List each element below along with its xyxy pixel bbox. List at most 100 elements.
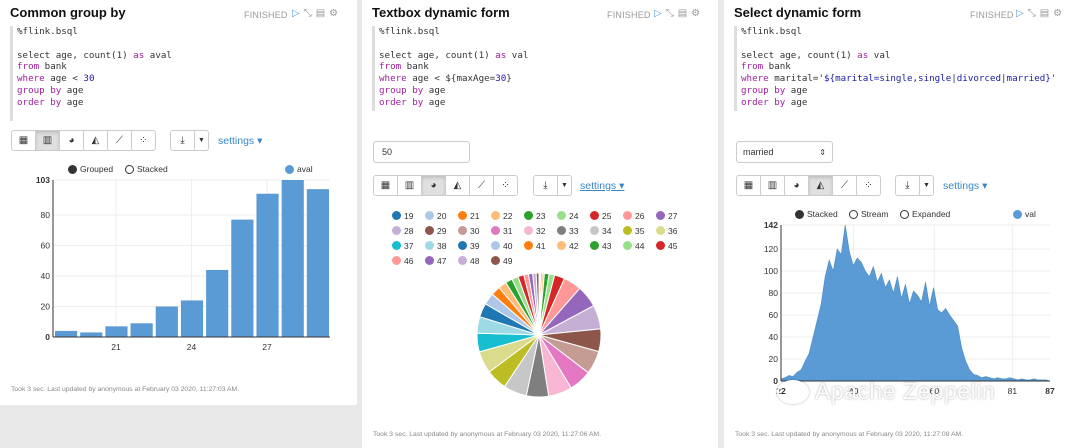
download-dropdown-button[interactable]: ▼ bbox=[194, 130, 209, 151]
bar-chart-button[interactable]: ▥ bbox=[35, 130, 60, 151]
pie-legend-item[interactable]: 39 bbox=[458, 238, 491, 253]
area-chart-button[interactable]: ◭ bbox=[445, 175, 470, 196]
pie-legend-item[interactable]: 30 bbox=[458, 223, 491, 238]
pie-legend-item[interactable]: 24 bbox=[557, 208, 590, 223]
pie-legend-item[interactable]: 19 bbox=[392, 208, 425, 223]
area-chart-button[interactable]: ◭ bbox=[83, 130, 108, 151]
bar bbox=[306, 189, 329, 337]
legend-stacked[interactable]: Stacked bbox=[795, 209, 838, 219]
gear-icon[interactable]: ⚙ bbox=[329, 8, 339, 19]
code-line: order by age bbox=[17, 97, 348, 109]
bar bbox=[206, 269, 229, 337]
scatter-chart-button[interactable]: ⁘ bbox=[131, 130, 156, 151]
pie-legend-item[interactable]: 36 bbox=[656, 223, 689, 238]
radio-unselected-icon bbox=[125, 164, 134, 174]
pie-legend-item[interactable]: 48 bbox=[458, 253, 491, 268]
pie-legend-item[interactable]: 31 bbox=[491, 223, 524, 238]
settings-toggle[interactable]: settings ▾ bbox=[580, 180, 625, 192]
table-view-button[interactable]: ▦ bbox=[373, 175, 398, 196]
pie-legend-item[interactable]: 33 bbox=[557, 223, 590, 238]
pie-legend-item[interactable]: 43 bbox=[590, 238, 623, 253]
hide-editor-icon[interactable]: ⤡ bbox=[303, 8, 312, 19]
run-icon[interactable]: ▷ bbox=[654, 8, 662, 19]
gear-icon[interactable]: ⚙ bbox=[1053, 8, 1063, 19]
code-token: order by bbox=[379, 96, 424, 108]
gear-icon[interactable]: ⚙ bbox=[691, 8, 701, 19]
legend-expanded[interactable]: Expanded bbox=[900, 209, 950, 219]
pie-legend-item[interactable]: 44 bbox=[623, 238, 656, 253]
code-editor[interactable]: %flink.bsql select age, count(1) as val f… bbox=[734, 26, 1072, 111]
pie-legend-item[interactable]: 25 bbox=[590, 208, 623, 223]
table-view-button[interactable]: ▦ bbox=[11, 130, 36, 151]
maxage-input[interactable]: 50 bbox=[373, 141, 470, 163]
legend-label: 19 bbox=[404, 210, 414, 221]
legend-series-aval[interactable]: aval bbox=[285, 164, 313, 174]
pie-legend-item[interactable]: 49 bbox=[491, 253, 524, 268]
download-icon[interactable]: ⤓ bbox=[533, 175, 558, 196]
settings-toggle[interactable]: settings ▾ bbox=[218, 135, 263, 147]
pie-legend-item[interactable]: 21 bbox=[458, 208, 491, 223]
status-label: FINISHED bbox=[970, 10, 1014, 20]
line-chart-button[interactable]: ⟋ bbox=[469, 175, 494, 196]
pie-legend-item[interactable]: 28 bbox=[392, 223, 425, 238]
legend-color-icon bbox=[623, 241, 632, 250]
pie-chart-button[interactable]: ◕ bbox=[59, 130, 84, 151]
pie-legend-item[interactable]: 38 bbox=[425, 238, 458, 253]
pie-legend-item[interactable]: 42 bbox=[557, 238, 590, 253]
pie-chart-button[interactable]: ◕ bbox=[421, 175, 446, 196]
pie-chart-button[interactable]: ◕ bbox=[784, 175, 809, 196]
pie-legend-item[interactable]: 46 bbox=[392, 253, 425, 268]
pie-legend-item[interactable]: 34 bbox=[590, 223, 623, 238]
scatter-chart-button[interactable]: ⁘ bbox=[856, 175, 881, 196]
pie-legend-item[interactable]: 37 bbox=[392, 238, 425, 253]
run-icon[interactable]: ▷ bbox=[292, 8, 300, 19]
area-chart-button[interactable]: ◭ bbox=[808, 175, 833, 196]
download-dropdown-button[interactable]: ▼ bbox=[919, 175, 934, 196]
scatter-chart-button[interactable]: ⁘ bbox=[493, 175, 518, 196]
paragraph-select-dynamic-form: Select dynamic form FINISHED ▷ ⤡ ▤ ⚙ %fl… bbox=[724, 0, 1080, 448]
pie-legend-item[interactable]: 32 bbox=[524, 223, 557, 238]
pie-legend-item[interactable]: 40 bbox=[491, 238, 524, 253]
legend-label: 39 bbox=[470, 240, 480, 251]
hide-editor-icon[interactable]: ⤡ bbox=[1027, 8, 1036, 19]
download-icon[interactable]: ⤓ bbox=[895, 175, 920, 196]
pie-legend-item[interactable]: 26 bbox=[623, 208, 656, 223]
legend-stacked[interactable]: Stacked bbox=[125, 164, 168, 174]
hide-editor-icon[interactable]: ⤡ bbox=[665, 8, 674, 19]
pie-legend-item[interactable]: 22 bbox=[491, 208, 524, 223]
table-view-button[interactable]: ▦ bbox=[736, 175, 761, 196]
legend-label: 36 bbox=[668, 225, 678, 236]
code-editor[interactable]: %flink.bsql select age, count(1) as aval… bbox=[10, 26, 348, 121]
code-token: bank bbox=[763, 61, 791, 73]
pie-legend-item[interactable]: 27 bbox=[656, 208, 689, 223]
run-icon[interactable]: ▷ bbox=[1016, 8, 1024, 19]
bar-chart-button[interactable]: ▥ bbox=[760, 175, 785, 196]
legend-grouped[interactable]: Grouped bbox=[68, 164, 113, 174]
pie-legend-item[interactable]: 35 bbox=[623, 223, 656, 238]
legend-series-val[interactable]: val bbox=[1013, 209, 1036, 219]
pie-legend-item[interactable]: 45 bbox=[656, 238, 689, 253]
pie-legend-item[interactable]: 20 bbox=[425, 208, 458, 223]
bar-chart-button[interactable]: ▥ bbox=[397, 175, 422, 196]
series-color-icon bbox=[285, 164, 294, 174]
marital-select[interactable]: married ⇕ bbox=[736, 141, 833, 163]
pie-legend-item[interactable]: 23 bbox=[524, 208, 557, 223]
book-icon[interactable]: ▤ bbox=[1039, 8, 1050, 19]
code-line: group by age bbox=[741, 85, 1072, 97]
book-icon[interactable]: ▤ bbox=[315, 8, 326, 19]
code-token: 30 bbox=[495, 73, 507, 85]
line-chart-button[interactable]: ⟋ bbox=[107, 130, 132, 151]
pie-legend-item[interactable]: 47 bbox=[425, 253, 458, 268]
download-icon[interactable]: ⤓ bbox=[170, 130, 195, 151]
download-dropdown-button[interactable]: ▼ bbox=[557, 175, 572, 196]
code-line: where age < 30 bbox=[17, 73, 348, 85]
line-chart-button[interactable]: ⟋ bbox=[832, 175, 857, 196]
book-icon[interactable]: ▤ bbox=[677, 8, 688, 19]
legend-color-icon bbox=[392, 226, 401, 235]
legend-color-icon bbox=[425, 211, 434, 220]
pie-legend-item[interactable]: 29 bbox=[425, 223, 458, 238]
legend-stream[interactable]: Stream bbox=[849, 209, 888, 219]
settings-toggle[interactable]: settings ▾ bbox=[943, 180, 988, 192]
pie-legend-item[interactable]: 41 bbox=[524, 238, 557, 253]
code-editor[interactable]: %flink.bsql select age, count(1) as val f… bbox=[372, 26, 710, 111]
